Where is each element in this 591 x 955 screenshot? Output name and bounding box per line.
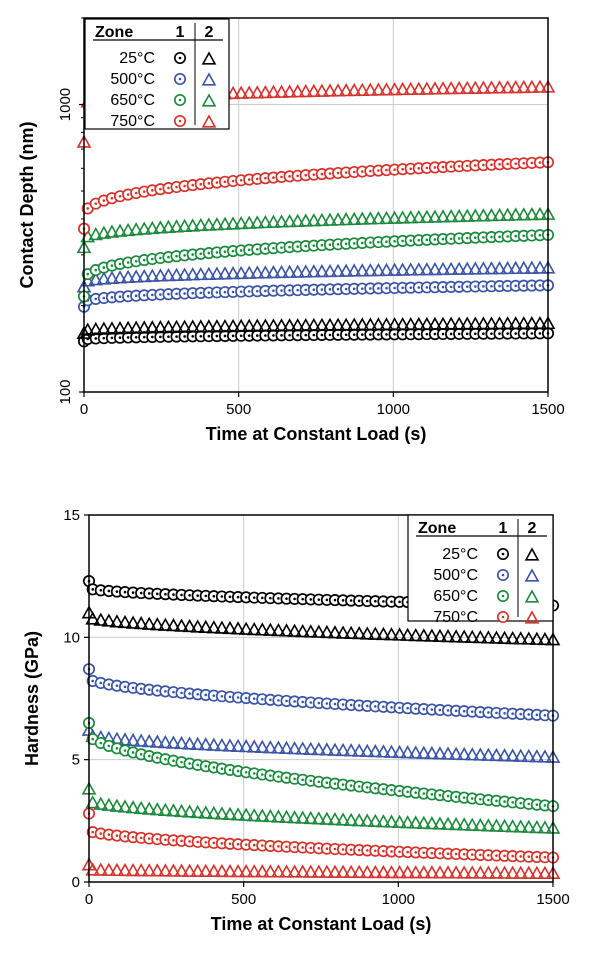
legend-zone-header: Zone [95, 24, 133, 41]
legend-triangle-marker [524, 547, 540, 561]
contact-depth-chart: 0 500 1000 1500 100 1000 Time at Constant Loa… [17, 17, 565, 444]
series-25c-zone-1 [82, 575, 560, 612]
legend-zone-2: 2 [205, 24, 214, 41]
series-500c-zone-1 [82, 663, 560, 722]
series-650c-zone-1 [82, 716, 560, 813]
legend-zone-1: 1 [499, 520, 508, 537]
y-tick-label: 5 [72, 752, 80, 769]
x-tick-label: 500 [226, 401, 251, 418]
hardness-y-axis-label: Hardness (GPa) [22, 631, 42, 766]
legend-circle-marker [173, 51, 187, 65]
legend-temperature-label: 750°C [110, 113, 155, 130]
series-750c-zone-1 [82, 807, 560, 864]
contact-depth-legend: Zone 1 2 25°C 500°C 650°C 750°C [84, 18, 230, 130]
x-tick-label: 500 [231, 891, 256, 908]
legend-triangle-marker [201, 72, 217, 86]
hardness-legend: Zone 1 2 25°C 500°C 650°C 750°C [407, 514, 554, 626]
hardness-chart: 0 500 1000 1500 0 5 10 15 Time at Constant Load… [22, 507, 570, 934]
legend-temperature-label: 25°C [442, 546, 478, 563]
legend-triangle-marker [201, 51, 217, 65]
y-tick-label: 15 [63, 507, 80, 524]
legend-triangle-marker [524, 568, 540, 582]
contact-depth-plot-frame [83, 17, 549, 393]
series-650c-zone-2 [76, 206, 556, 254]
legend-box [84, 18, 230, 130]
legend-circle-marker [496, 568, 510, 582]
legend-zone-header: Zone [418, 520, 456, 537]
hardness-series [81, 575, 561, 880]
hardness-plot-frame [88, 514, 554, 883]
legend-temperature-label: 500°C [110, 71, 155, 88]
legend-zone-2: 2 [528, 520, 537, 537]
hardness-x-axis-label: Time at Constant Load (s) [211, 914, 432, 934]
legend-circle-marker [173, 114, 187, 128]
legend-triangle-marker [524, 610, 540, 624]
legend-zone-1: 1 [176, 24, 185, 41]
x-tick-label: 0 [85, 891, 93, 908]
contact-depth-x-axis-label: Time at Constant Load (s) [206, 424, 427, 444]
series-750c-zone-1 [77, 156, 555, 235]
series-25c-zone-2 [81, 605, 561, 646]
x-tick-label: 0 [80, 401, 88, 418]
contact-depth-series [76, 79, 556, 348]
y-tick-label: 1000 [57, 88, 74, 121]
contact-depth-ticks: 0 500 1000 1500 100 1000 [57, 17, 565, 418]
x-tick-label: 1500 [531, 401, 564, 418]
series-500c-zone-1 [77, 279, 555, 313]
legend-triangle-marker [201, 93, 217, 107]
series-650c-zone-2 [81, 781, 561, 834]
y-tick-label: 100 [57, 379, 74, 404]
legend-temperature-label: 750°C [433, 609, 478, 626]
x-tick-label: 1500 [536, 891, 569, 908]
legend-triangle-marker [524, 589, 540, 603]
legend-circle-marker [173, 93, 187, 107]
y-tick-label: 10 [63, 629, 80, 646]
contact-depth-y-axis-label: Contact Depth (nm) [17, 122, 37, 289]
legend-triangle-marker [201, 114, 217, 128]
legend-circle-marker [173, 72, 187, 86]
legend-temperature-label: 650°C [110, 92, 155, 109]
legend-circle-marker [496, 589, 510, 603]
legend-temperature-label: 650°C [433, 588, 478, 605]
x-tick-label: 1000 [377, 401, 410, 418]
hardness-ticks: 0 500 1000 1500 0 5 10 15 [63, 507, 569, 908]
legend-temperature-label: 25°C [119, 50, 155, 67]
y-tick-label: 0 [72, 874, 80, 891]
legend-circle-marker [496, 547, 510, 561]
series-25c-zone-2 [76, 315, 556, 339]
legend-temperature-label: 500°C [433, 567, 478, 584]
x-tick-label: 1000 [382, 891, 415, 908]
series-25c-zone-1 [77, 327, 555, 348]
legend-box [407, 514, 554, 622]
series-750c-zone-2 [81, 857, 561, 880]
series-500c-zone-2 [76, 260, 556, 293]
series-650c-zone-1 [77, 228, 555, 303]
legend-circle-marker [496, 610, 510, 624]
